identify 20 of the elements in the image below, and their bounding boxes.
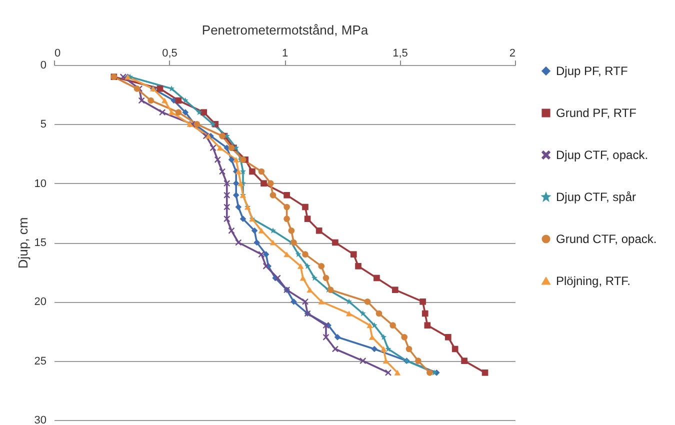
legend-label: Plöjning, RTF. — [556, 274, 630, 288]
x-tick-label: 1 — [282, 48, 288, 60]
y-tick-label: 15 — [34, 237, 46, 249]
x-tick-label: 0,5 — [162, 48, 178, 60]
y-tick-label: 5 — [40, 118, 46, 131]
y-tick-label: 20 — [34, 296, 46, 308]
y-axis-title: Djup, cm — [15, 217, 30, 269]
x-tick-label: 0 — [54, 48, 61, 60]
legend-label: Grund CTF, opack. — [556, 232, 657, 246]
y-tick-label: 30 — [34, 414, 46, 425]
y-tick-label: 10 — [34, 178, 46, 190]
legend-label: Djup PF, RTF — [556, 64, 628, 78]
y-tick-label: 0 — [40, 60, 46, 72]
legend-label: Djup CTF, spår — [556, 190, 636, 204]
y-tick-label: 25 — [34, 355, 46, 368]
legend-label: Djup CTF, opack. — [556, 148, 648, 162]
x-tick-label: 1,5 — [392, 48, 408, 60]
x-tick-label: 2 — [509, 48, 516, 60]
x-axis-title: Penetrometermotstånd, MPa — [202, 22, 369, 38]
legend-label: Grund PF, RTF — [556, 106, 636, 120]
